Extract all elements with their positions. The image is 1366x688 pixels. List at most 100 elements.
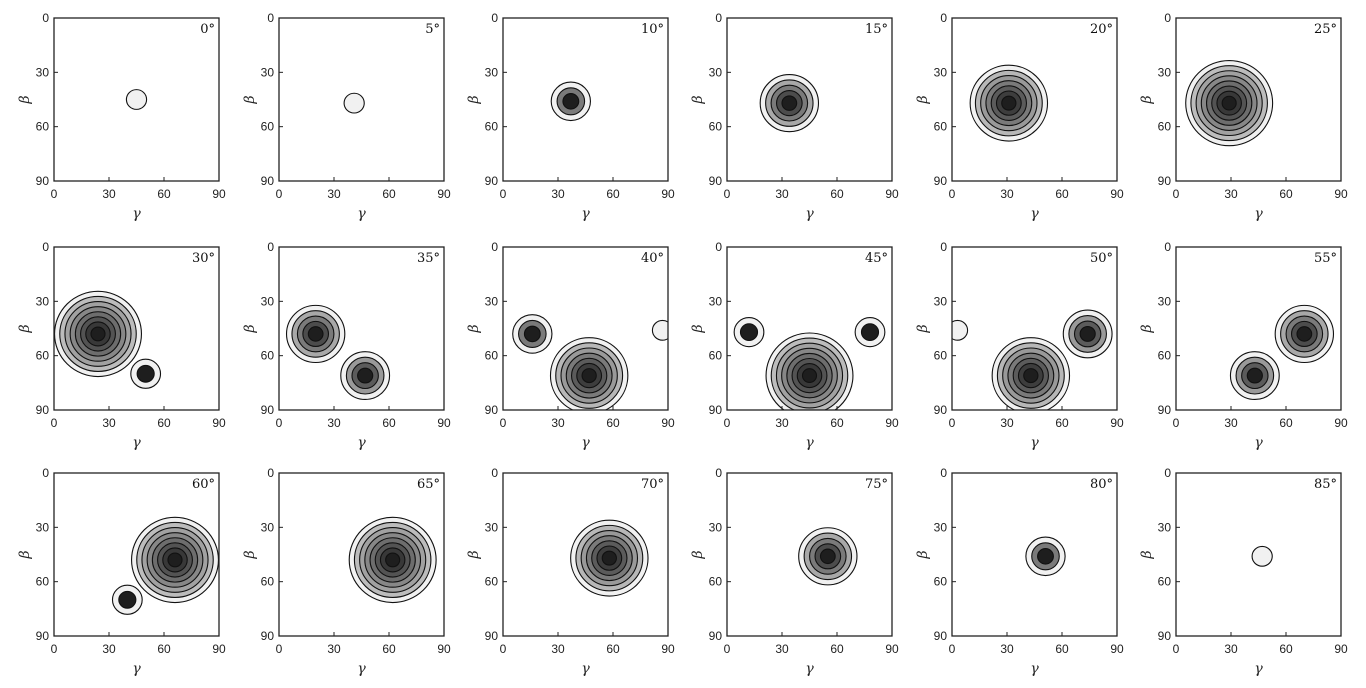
x-tick-label: 30: [1224, 187, 1238, 201]
y-tick-label: 90: [709, 403, 723, 417]
contour-level: [601, 550, 617, 566]
y-axis-label: β: [17, 95, 33, 104]
x-axis-label: γ: [132, 206, 141, 222]
y-axis-label: β: [242, 550, 258, 559]
y-tick-label: 90: [709, 629, 723, 643]
x-axis-label: γ: [1030, 206, 1039, 222]
x-tick-label: 90: [1110, 416, 1124, 430]
y-axis-label: β: [915, 95, 931, 104]
y-tick-label: 60: [934, 120, 948, 134]
x-tick-label: 0: [1173, 642, 1180, 656]
x-tick-label: 30: [775, 642, 789, 656]
y-tick-label: 60: [709, 120, 723, 134]
y-tick-label: 30: [485, 294, 499, 308]
plot-frame: [726, 472, 893, 637]
panel-angle-label: 25°: [1314, 22, 1337, 37]
x-tick-label: 0: [51, 416, 58, 430]
y-tick-label: 60: [934, 575, 948, 589]
y-tick-label: 90: [261, 629, 275, 643]
x-tick-label: 0: [949, 187, 956, 201]
contour-level: [307, 326, 324, 342]
plot-frame: [53, 246, 220, 411]
panel-angle-label: 80°: [1090, 477, 1113, 492]
panel-angle-label: 5°: [425, 22, 440, 37]
x-tick-label: 0: [949, 416, 956, 430]
x-tick-label: 60: [606, 642, 620, 656]
contour-group: [550, 81, 592, 122]
plot-frame: [1175, 472, 1342, 637]
y-tick-label: 30: [485, 520, 499, 534]
y-tick-label: 0: [715, 240, 722, 254]
x-tick-label: 90: [1110, 642, 1124, 656]
panel-angle-label: 55°: [1314, 251, 1337, 266]
x-tick-label: 30: [1224, 416, 1238, 430]
x-tick-label: 30: [775, 416, 789, 430]
contour-level: [1001, 95, 1017, 111]
x-axis-label: γ: [581, 661, 590, 677]
x-tick-label: 0: [1173, 187, 1180, 201]
y-tick-label: 90: [1158, 629, 1172, 643]
x-tick-label: 30: [1224, 642, 1238, 656]
y-tick-label: 0: [940, 240, 947, 254]
x-axis-label: γ: [581, 435, 590, 451]
y-tick-label: 0: [1164, 240, 1171, 254]
plot-frame: [278, 17, 445, 182]
contour-level: [125, 89, 148, 110]
contour-group: [54, 290, 162, 389]
x-tick-label: 90: [212, 642, 226, 656]
y-tick-label: 30: [934, 520, 948, 534]
x-tick-label: 30: [327, 187, 341, 201]
x-tick-label: 90: [437, 642, 451, 656]
y-tick-label: 60: [36, 120, 50, 134]
x-tick-label: 30: [1000, 187, 1014, 201]
panel-angle-label: 50°: [1090, 251, 1113, 266]
contour-level: [781, 95, 798, 111]
contour-level: [1246, 367, 1263, 384]
plot-frame: [502, 472, 669, 637]
contour-group: [125, 89, 148, 110]
y-tick-label: 0: [715, 11, 722, 25]
contour-level: [357, 367, 374, 384]
contour-level: [860, 323, 880, 342]
x-axis-label: γ: [132, 661, 141, 677]
y-tick-label: 0: [715, 466, 722, 480]
y-axis-label: β: [690, 550, 706, 559]
y-tick-label: 90: [261, 174, 275, 188]
x-tick-label: 90: [661, 642, 675, 656]
y-tick-label: 0: [42, 466, 49, 480]
contour-group: [1025, 536, 1066, 577]
x-tick-label: 0: [500, 416, 507, 430]
y-tick-label: 90: [36, 629, 50, 643]
y-axis-label: β: [1139, 324, 1155, 333]
contour-level: [562, 93, 580, 110]
x-axis-label: γ: [805, 435, 814, 451]
y-axis-label: β: [690, 95, 706, 104]
panel-angle-label: 70°: [641, 477, 664, 492]
x-tick-label: 0: [724, 416, 731, 430]
x-tick-label: 0: [500, 187, 507, 201]
x-axis-label: γ: [805, 206, 814, 222]
y-axis-label: β: [690, 324, 706, 333]
y-tick-label: 90: [934, 403, 948, 417]
y-tick-label: 60: [1158, 120, 1172, 134]
panel-angle-label: 45°: [865, 251, 888, 266]
plot-frame: [951, 246, 1118, 411]
y-tick-label: 30: [261, 65, 275, 79]
x-tick-label: 0: [276, 416, 283, 430]
y-tick-label: 0: [267, 11, 274, 25]
y-tick-label: 90: [485, 403, 499, 417]
y-axis-label: β: [1139, 95, 1155, 104]
x-tick-label: 60: [382, 642, 396, 656]
contour-level: [739, 323, 759, 342]
x-tick-label: 60: [1279, 187, 1293, 201]
y-tick-label: 90: [1158, 403, 1172, 417]
panel-angle-label: 60°: [192, 477, 215, 492]
contour-group: [1185, 59, 1274, 147]
x-tick-label: 30: [327, 642, 341, 656]
